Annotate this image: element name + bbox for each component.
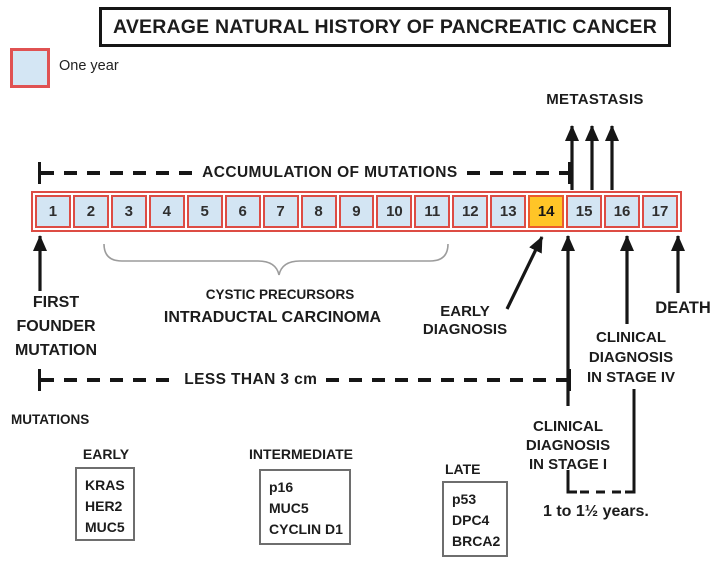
mutations-intermediate-box: p16 MUC5 CYCLIN D1 xyxy=(259,469,351,545)
mutations-late-label: LATE xyxy=(445,461,481,477)
accumulation-range: ACCUMULATION OF MUTATIONS xyxy=(38,162,571,184)
stage1-line-2: DIAGNOSIS xyxy=(525,437,611,454)
early-diagnosis-arrow xyxy=(505,236,544,310)
cystic-precursors-label: CYSTIC PRECURSORS xyxy=(205,287,355,302)
accumulation-label: ACCUMULATION OF MUTATIONS xyxy=(202,164,458,181)
range-tick-right xyxy=(568,162,571,184)
mutations-late-box: p53 DPC4 BRCA2 xyxy=(442,481,508,557)
stage4-line-1: CLINICAL xyxy=(596,329,666,346)
dashed-line-segment xyxy=(466,171,568,175)
gene: p16 xyxy=(269,479,294,495)
dashed-line-segment xyxy=(326,378,569,382)
early-dx-line-1: EARLY xyxy=(440,303,490,320)
timeline-year-cell-14-highlighted: 14 xyxy=(528,195,565,228)
timeline-year-cell-16: 16 xyxy=(604,195,640,228)
diagram-title: AVERAGE NATURAL HISTORY OF PANCREATIC CA… xyxy=(113,15,657,38)
timeline-year-cell-15: 15 xyxy=(566,195,603,228)
legend-one-year-swatch xyxy=(10,48,50,88)
stage4-line-3: IN STAGE IV xyxy=(586,369,676,386)
gene: KRAS xyxy=(85,477,125,493)
timeline-year-cell-7: 7 xyxy=(262,195,299,228)
range-tick-right xyxy=(568,369,572,391)
timeline-year-cell-13: 13 xyxy=(490,195,527,228)
founder-line-1: FIRST xyxy=(32,294,80,311)
diagram-title-box: AVERAGE NATURAL HISTORY OF PANCREATIC CA… xyxy=(99,7,671,47)
founder-line-2: FOUNDER xyxy=(16,318,96,335)
timeline-year-cell-3: 3 xyxy=(110,195,147,228)
timeline-year-cell-4: 4 xyxy=(148,195,185,228)
timeline-year-cell-1: 1 xyxy=(35,195,71,228)
timeline-year-cell-6: 6 xyxy=(224,195,261,228)
stage1-line-1: CLINICAL xyxy=(533,418,603,435)
clinical-diagnosis-stage1-label: CLINICAL DIAGNOSIS IN STAGE I xyxy=(518,417,618,474)
tumor-size-label: LESS THAN 3 cm xyxy=(184,371,318,388)
range-tick-left xyxy=(38,162,41,184)
mutations-early-box: KRAS HER2 MUC5 xyxy=(75,467,135,541)
gene: p53 xyxy=(452,491,477,507)
timeline-year-cell-2: 2 xyxy=(72,195,109,228)
intraductal-carcinoma-label: INTRADUCTAL CARCINOMA xyxy=(163,309,382,326)
legend-label: One year xyxy=(59,58,119,74)
mutations-header: MUTATIONS xyxy=(11,412,90,427)
dashed-line-segment xyxy=(41,171,194,175)
stage4-line-2: DIAGNOSIS xyxy=(588,349,674,366)
timeline-year-cell-8: 8 xyxy=(300,195,337,228)
timeline-year-cell-11: 11 xyxy=(414,195,451,228)
early-diagnosis-label: EARLY DIAGNOSIS xyxy=(413,303,517,339)
timeline-year-cell-9: 9 xyxy=(338,195,375,228)
clinical-diagnosis-stage4-label: CLINICAL DIAGNOSIS IN STAGE IV xyxy=(577,328,685,388)
range-tick-left xyxy=(38,369,41,391)
gene: MUC5 xyxy=(85,519,125,535)
metastasis-label: METASTASIS xyxy=(546,91,644,108)
gene: HER2 xyxy=(85,498,123,514)
interval-label: 1 to 1½ years. xyxy=(543,503,649,520)
gene: DPC4 xyxy=(452,512,490,528)
timeline-year-cell-17: 17 xyxy=(642,195,678,228)
interval-bracket-right xyxy=(625,389,636,494)
cystic-precursors-brace xyxy=(103,243,449,276)
gene: CYCLIN D1 xyxy=(269,521,343,537)
early-dx-line-2: DIAGNOSIS xyxy=(422,321,508,338)
dashed-line-segment xyxy=(41,378,176,382)
mutations-intermediate-label: INTERMEDIATE xyxy=(249,446,353,462)
tumor-size-range: LESS THAN 3 cm xyxy=(38,369,572,391)
gene: BRCA2 xyxy=(452,533,501,549)
timeline-year-cell-10: 10 xyxy=(376,195,413,228)
timeline-year-cell-5: 5 xyxy=(186,195,223,228)
timeline-year-cell-12: 12 xyxy=(452,195,489,228)
mutations-early-label: EARLY xyxy=(82,446,130,462)
year-timeline: 1 2 3 4 5 6 7 8 9 10 11 12 13 14 15 16 1… xyxy=(31,191,682,232)
stage1-line-3: IN STAGE I xyxy=(528,456,608,473)
first-founder-mutation-label: FIRST FOUNDER MUTATION xyxy=(5,291,107,363)
gene: MUC5 xyxy=(269,500,309,516)
founder-line-3: MUTATION xyxy=(14,342,98,359)
death-label: DEATH xyxy=(655,299,711,317)
